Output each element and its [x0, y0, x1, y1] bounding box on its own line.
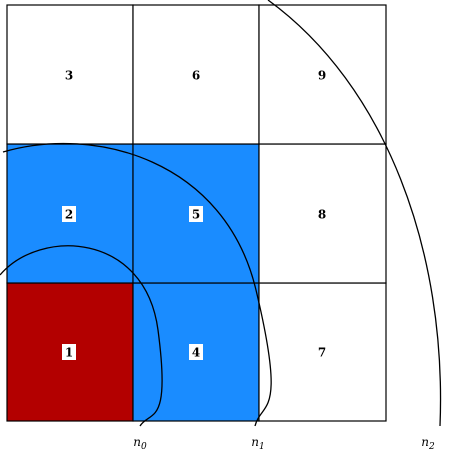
arc — [267, 0, 442, 427]
label-box — [62, 344, 76, 360]
curve-label-base: n — [251, 435, 259, 449]
cell-label: 6 — [192, 69, 200, 83]
curve-label: n0 — [133, 435, 147, 452]
cell-label: 1 — [65, 346, 73, 360]
cell — [6, 4, 134, 145]
cell-label: 2 — [65, 208, 73, 222]
cell-label: 8 — [318, 208, 326, 222]
cell-label: 3 — [65, 69, 73, 83]
curve-label-sub: 0 — [141, 442, 147, 452]
cell-label: 9 — [318, 69, 326, 83]
curve-label: n2 — [421, 435, 435, 452]
curve-label-sub: 2 — [428, 442, 435, 452]
cell — [258, 143, 387, 284]
cell — [132, 4, 260, 145]
label-box — [189, 206, 203, 222]
arc — [0, 245, 163, 427]
cell-label: 7 — [318, 346, 326, 360]
cell-label: 5 — [192, 208, 200, 222]
label-box — [189, 344, 203, 360]
arc — [2, 142, 272, 427]
cell-label: 4 — [192, 346, 200, 360]
label-box — [62, 206, 76, 222]
curve-label-sub: 1 — [259, 442, 265, 452]
cell — [258, 282, 387, 422]
curve-label: n1 — [251, 435, 264, 452]
curve-label-base: n — [133, 435, 141, 449]
curve-label-base: n — [421, 435, 429, 449]
cell — [258, 4, 387, 145]
